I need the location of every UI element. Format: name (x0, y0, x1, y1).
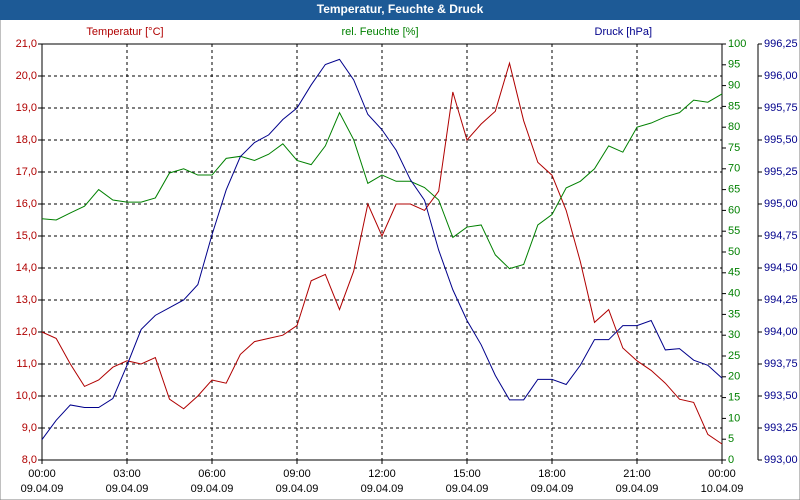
y2-tick-label: 5 (728, 433, 734, 445)
x-tick-date: 09.04.09 (531, 483, 574, 495)
y2-tick-label: 85 (728, 100, 740, 112)
y3-tick-label: 994,75 (764, 230, 798, 242)
y2-tick-label: 80 (728, 121, 740, 133)
y-tick-label: 16,0 (16, 198, 37, 210)
x-tick-date: 09.04.09 (106, 483, 149, 495)
y-tick-label: 13,0 (16, 294, 37, 306)
y-tick-label: 14,0 (16, 262, 37, 274)
y3-tick-label: 996,00 (764, 70, 798, 82)
x-tick-label: 15:00 (453, 468, 481, 480)
y2-tick-label: 45 (728, 267, 740, 279)
x-tick-label: 00:00 (708, 468, 736, 480)
plot-area (41, 43, 723, 461)
y3-tick-label: 995,25 (764, 166, 798, 178)
x-tick-label: 12:00 (368, 468, 396, 480)
x-tick-date: 09.04.09 (446, 483, 489, 495)
y2-tick-label: 30 (728, 329, 740, 341)
y3-tick-label: 995,75 (764, 102, 798, 114)
y2-tick-label: 100 (728, 38, 746, 50)
y-tick-label: 12,0 (16, 326, 37, 338)
y3-tick-label: 994,50 (764, 262, 798, 274)
y-tick-label: 17,0 (16, 166, 37, 178)
y2-tick-label: 55 (728, 225, 740, 237)
y2-tick-label: 0 (728, 454, 734, 466)
y2-tick-label: 70 (728, 163, 740, 175)
legend-label: rel. Feuchte [%] (341, 26, 418, 38)
y3-tick-label: 994,00 (764, 326, 798, 338)
y-tick-label: 11,0 (16, 358, 37, 370)
x-tick-date: 09.04.09 (361, 483, 404, 495)
y2-tick-label: 50 (728, 246, 740, 258)
series-line (41, 93, 723, 270)
x-tick-date: 10.04.09 (701, 483, 744, 495)
y-tick-label: 21,0 (16, 38, 37, 50)
y3-tick-label: 994,25 (764, 294, 798, 306)
y2-tick-label: 40 (728, 288, 740, 300)
series-line (41, 58, 723, 440)
y3-tick-label: 995,00 (764, 198, 798, 210)
x-tick-label: 21:00 (623, 468, 651, 480)
x-tick-label: 09:00 (283, 468, 311, 480)
x-tick-date: 09.04.09 (276, 483, 319, 495)
y-tick-label: 18,0 (16, 134, 37, 146)
x-tick-label: 00:00 (28, 468, 56, 480)
legend-label: Temperatur [°C] (86, 26, 163, 38)
y3-tick-label: 995,50 (764, 134, 798, 146)
x-tick-date: 09.04.09 (616, 483, 659, 495)
y-tick-label: 15,0 (16, 230, 37, 242)
y2-tick-label: 75 (728, 142, 740, 154)
x-tick-date: 09.04.09 (191, 483, 234, 495)
y2-tick-label: 35 (728, 308, 740, 320)
y2-tick-label: 20 (728, 371, 740, 383)
y3-tick-label: 993,75 (764, 358, 798, 370)
y3-tick-label: 996,25 (764, 38, 798, 50)
title-bar (0, 0, 800, 20)
series-line (41, 61, 723, 445)
chart-title: Temperatur, Feuchte & Druck (317, 2, 484, 16)
legend-label: Druck [hPa] (595, 26, 652, 38)
y2-tick-label: 25 (728, 350, 740, 362)
y2-tick-label: 90 (728, 80, 740, 92)
y3-tick-label: 993,50 (764, 390, 798, 402)
y3-tick-label: 993,00 (764, 454, 798, 466)
y-tick-label: 19,0 (16, 102, 37, 114)
y2-tick-label: 95 (728, 59, 740, 71)
y-tick-label: 10,0 (16, 390, 37, 402)
y2-tick-label: 60 (728, 204, 740, 216)
y-tick-label: 9,0 (22, 422, 37, 434)
y-tick-label: 20,0 (16, 70, 37, 82)
x-tick-date: 09.04.09 (21, 483, 64, 495)
y2-tick-label: 65 (728, 184, 740, 196)
x-tick-label: 03:00 (113, 468, 141, 480)
y2-tick-label: 15 (728, 392, 740, 404)
x-tick-label: 18:00 (538, 468, 566, 480)
y3-tick-label: 993,25 (764, 422, 798, 434)
x-tick-label: 06:00 (198, 468, 226, 480)
y-tick-label: 8,0 (22, 454, 37, 466)
y2-tick-label: 10 (728, 412, 740, 424)
